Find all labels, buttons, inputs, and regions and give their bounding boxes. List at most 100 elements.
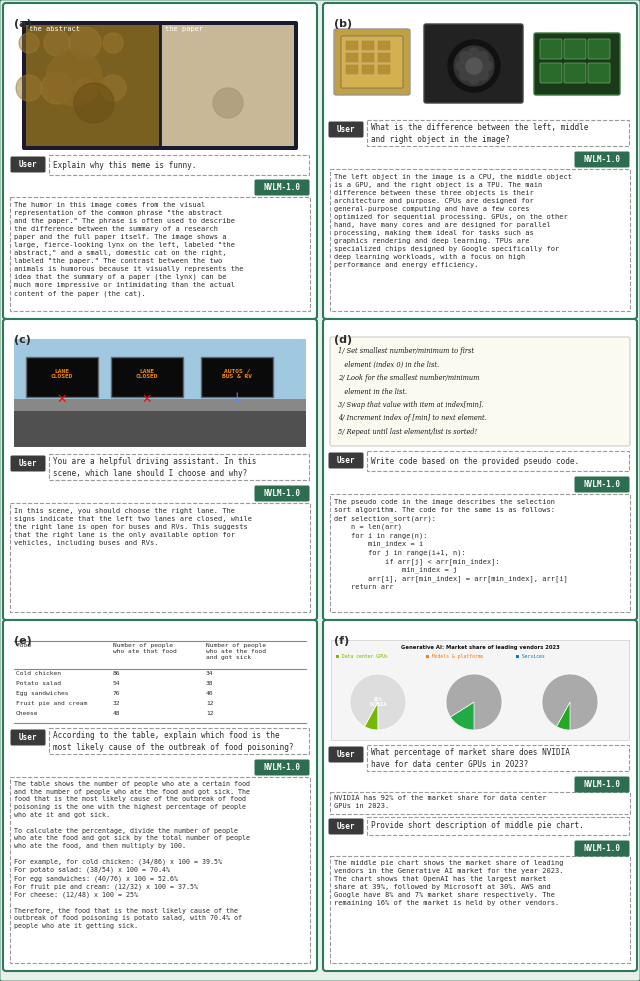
- Text: What is the difference between the left, middle
and right object in the image?: What is the difference between the left,…: [371, 123, 588, 144]
- Bar: [49, 454, 309, 480]
- FancyBboxPatch shape: [255, 759, 310, 776]
- Text: 12: 12: [206, 701, 214, 706]
- Text: User: User: [337, 750, 355, 759]
- Bar: [10, 503, 310, 612]
- Text: Potato salad: Potato salad: [16, 681, 61, 686]
- Circle shape: [460, 71, 470, 80]
- FancyBboxPatch shape: [3, 319, 317, 620]
- Wedge shape: [542, 674, 598, 730]
- Text: The middle pie chart shows the market share of leading
vendors in the Generative: The middle pie chart shows the market sh…: [334, 860, 563, 906]
- Text: NVLM-1.0: NVLM-1.0: [584, 480, 621, 489]
- Text: the paper: the paper: [165, 26, 204, 32]
- FancyBboxPatch shape: [328, 747, 364, 762]
- Text: The humor in this image comes from the visual
representation of the common phras: The humor in this image comes from the v…: [14, 202, 243, 297]
- Bar: [10, 777, 310, 963]
- Text: User: User: [19, 459, 37, 468]
- FancyBboxPatch shape: [255, 180, 310, 195]
- Bar: [26, 25, 159, 146]
- Bar: [367, 745, 629, 771]
- Wedge shape: [365, 702, 378, 730]
- Text: Fruit pie and cream: Fruit pie and cream: [16, 701, 87, 706]
- Bar: [362, 41, 374, 50]
- Bar: [346, 65, 358, 74]
- Text: User: User: [19, 160, 37, 169]
- Text: In this scene, you should choose the right lane. The
signs indicate that the lef: In this scene, you should choose the rig…: [14, 508, 252, 546]
- Bar: [378, 53, 390, 62]
- Text: LANE
CLOSED: LANE CLOSED: [136, 369, 158, 380]
- FancyBboxPatch shape: [534, 33, 620, 95]
- Wedge shape: [446, 681, 502, 730]
- Bar: [49, 155, 309, 175]
- Text: 12: 12: [206, 711, 214, 716]
- Text: Generative AI: Market share of leading vendors 2023: Generative AI: Market share of leading v…: [401, 645, 559, 650]
- Text: NVLM-1.0: NVLM-1.0: [264, 763, 301, 772]
- Text: Cheese: Cheese: [16, 711, 38, 716]
- Text: 4/ Increment index of [min] to next element.: 4/ Increment index of [min] to next elem…: [338, 415, 487, 423]
- Bar: [161, 25, 294, 146]
- Bar: [346, 53, 358, 62]
- FancyBboxPatch shape: [575, 841, 630, 856]
- Text: Write code based on the provided pseudo code.: Write code based on the provided pseudo …: [371, 456, 579, 466]
- Text: 5/ Repeat until last element/list is sorted!: 5/ Repeat until last element/list is sor…: [338, 428, 477, 436]
- Bar: [362, 53, 374, 62]
- FancyBboxPatch shape: [540, 63, 562, 83]
- Bar: [10, 197, 310, 311]
- Text: NVIDIA has 92% of the market share for data center
GPUs in 2023.: NVIDIA has 92% of the market share for d…: [334, 795, 547, 809]
- FancyBboxPatch shape: [3, 620, 317, 971]
- Circle shape: [482, 61, 492, 71]
- Text: 76: 76: [113, 691, 120, 696]
- Circle shape: [100, 75, 126, 101]
- Bar: [367, 817, 629, 835]
- Text: 3/ Swap that value with item at index[min].: 3/ Swap that value with item at index[mi…: [338, 401, 484, 409]
- Text: AUTOS /
BUS & RV: AUTOS / BUS & RV: [222, 369, 252, 380]
- Bar: [378, 41, 390, 50]
- FancyBboxPatch shape: [575, 777, 630, 793]
- Wedge shape: [542, 674, 598, 730]
- Text: 86: 86: [113, 671, 120, 676]
- Wedge shape: [542, 674, 598, 730]
- Text: NVLM-1.0: NVLM-1.0: [584, 780, 621, 789]
- Bar: [362, 65, 374, 74]
- Bar: [14, 399, 306, 411]
- FancyBboxPatch shape: [323, 3, 637, 319]
- Text: ■ Data center GPUs: ■ Data center GPUs: [336, 654, 388, 659]
- Circle shape: [469, 48, 479, 58]
- Text: (e): (e): [14, 636, 32, 646]
- Text: User: User: [337, 456, 355, 465]
- Wedge shape: [446, 674, 502, 730]
- Text: (d): (d): [334, 335, 352, 345]
- FancyBboxPatch shape: [564, 63, 586, 83]
- Text: Food: Food: [16, 643, 31, 648]
- Text: User: User: [337, 125, 355, 134]
- Circle shape: [469, 74, 479, 84]
- Text: Number of people
who ate that food: Number of people who ate that food: [113, 643, 177, 653]
- Text: 32: 32: [113, 701, 120, 706]
- Circle shape: [448, 40, 500, 92]
- Bar: [378, 65, 390, 74]
- Circle shape: [74, 83, 114, 123]
- FancyBboxPatch shape: [10, 455, 45, 472]
- Text: NVLM-1.0: NVLM-1.0: [584, 844, 621, 853]
- Text: The left object in the image is a CPU, the middle object
is a GPU, and the right: The left object in the image is a CPU, t…: [334, 174, 572, 268]
- Text: 2/ Look for the smallest number/minimum: 2/ Look for the smallest number/minimum: [338, 374, 479, 382]
- Bar: [367, 120, 629, 146]
- Text: element in the list.: element in the list.: [338, 387, 407, 395]
- Text: 48: 48: [113, 711, 120, 716]
- Text: User: User: [337, 822, 355, 831]
- FancyBboxPatch shape: [588, 39, 610, 59]
- Bar: [14, 411, 306, 447]
- Text: (f): (f): [334, 636, 349, 646]
- Text: ✕: ✕: [57, 392, 67, 405]
- Text: Explain why this meme is funny.: Explain why this meme is funny.: [53, 161, 196, 170]
- FancyBboxPatch shape: [341, 36, 403, 88]
- Text: Egg sandwiches: Egg sandwiches: [16, 691, 68, 696]
- Text: ■ Models & platforms: ■ Models & platforms: [426, 654, 483, 659]
- Text: ■ Services: ■ Services: [516, 654, 545, 659]
- FancyBboxPatch shape: [10, 157, 45, 173]
- Circle shape: [46, 50, 102, 106]
- Text: (a): (a): [14, 19, 32, 29]
- Wedge shape: [350, 674, 406, 730]
- Text: ↓: ↓: [232, 392, 243, 405]
- Text: NVLM-1.0: NVLM-1.0: [264, 183, 301, 192]
- Bar: [111, 357, 183, 397]
